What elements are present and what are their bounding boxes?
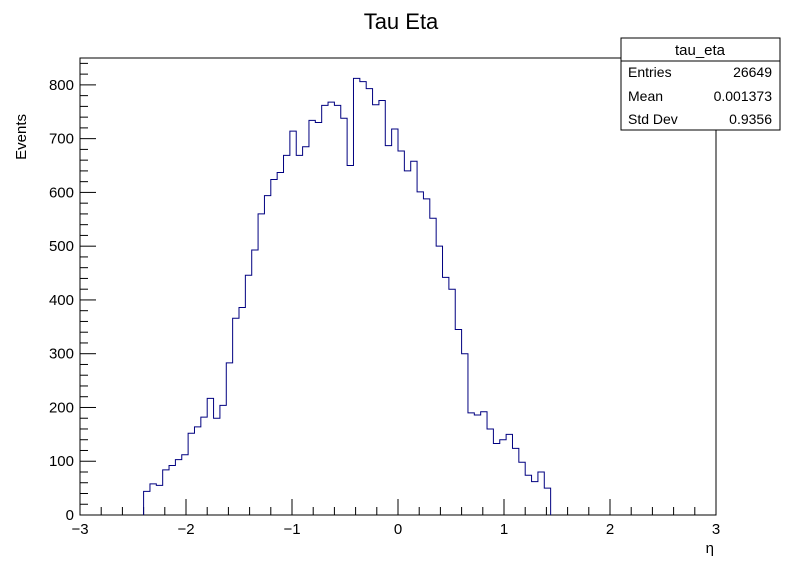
y-tick-label: 600 (49, 184, 74, 201)
stats-stddev-value: 0.9356 (729, 111, 772, 127)
y-axis-label: Events (13, 114, 30, 160)
stats-entries-value: 26649 (733, 64, 772, 80)
y-tick-label: 700 (49, 131, 74, 148)
x-tick-label: 3 (712, 521, 720, 538)
x-tick-label: −3 (71, 521, 88, 538)
stats-mean-value: 0.001373 (714, 88, 773, 104)
stats-box-frame (620, 37, 781, 131)
histogram-line (143, 77, 552, 515)
x-tick-label: 0 (394, 521, 402, 538)
x-axis-ticks (79, 499, 717, 515)
y-tick-label: 500 (49, 238, 74, 255)
x-axis-label: η (706, 540, 714, 557)
x-tick-label: 1 (500, 521, 508, 538)
y-tick-label: 400 (49, 292, 74, 309)
y-tick-label: 0 (66, 507, 74, 524)
y-tick-label: 200 (49, 399, 74, 416)
stats-stddev-label: Std Dev (628, 111, 678, 127)
stats-box: tau_eta Entries 26649 Mean 0.001373 Std … (620, 37, 781, 131)
stats-mean-label: Mean (628, 88, 663, 104)
y-tick-label: 100 (49, 453, 74, 470)
x-tick-label: −1 (283, 521, 300, 538)
y-axis-tick-labels: 0 100 200 300 400 500 600 700 800 (49, 77, 74, 524)
x-axis-tick-labels: −3 −2 −1 0 1 2 3 (71, 521, 720, 538)
y-tick-label: 300 (49, 346, 74, 363)
y-tick-label: 800 (49, 77, 74, 94)
stats-box-title: tau_eta (675, 42, 726, 59)
x-tick-label: −2 (177, 521, 194, 538)
y-axis-ticks (80, 62, 96, 516)
x-tick-label: 2 (606, 521, 614, 538)
stats-entries-label: Entries (628, 64, 672, 80)
chart-title: Tau Eta (364, 9, 439, 34)
